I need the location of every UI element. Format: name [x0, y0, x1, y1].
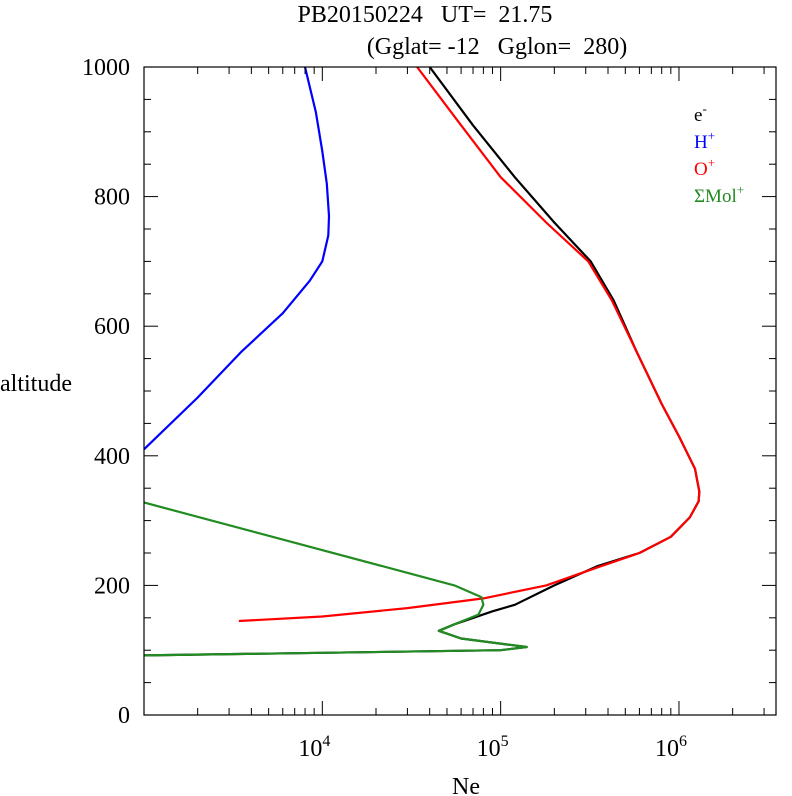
y-tick-label: 600 — [94, 314, 130, 340]
chart-title-line2: (Gglat= -12 Gglon= 280) — [367, 34, 627, 60]
y-tick-label: 0 — [118, 703, 130, 729]
y-tick-label: 1000 — [82, 55, 130, 81]
legend-item-2: O+ — [694, 155, 715, 180]
plot-frame — [143, 66, 777, 716]
x-tick-label: 105 — [477, 733, 509, 762]
y-tick-label: 400 — [94, 444, 130, 470]
legend: e-H+O+ΣMol+ — [694, 101, 744, 207]
y-tick-label: 800 — [94, 185, 130, 211]
series-line-1 — [144, 67, 331, 451]
series-layer — [144, 67, 701, 657]
series-line-3 — [144, 501, 528, 657]
series-line-2 — [238, 67, 701, 623]
legend-item-0: e- — [694, 101, 707, 126]
y-tick-labels: 0 200 400 600 800 1000 — [82, 55, 130, 729]
legend-item-3: ΣMol+ — [694, 182, 744, 207]
legend-item-1: H+ — [694, 128, 715, 153]
x-tick-label: 106 — [655, 733, 687, 762]
y-tick-label: 200 — [94, 573, 130, 599]
x-tick-label: 104 — [298, 733, 330, 762]
x-axis-label: Ne — [452, 774, 480, 796]
y-axis-label: altitude — [0, 371, 72, 397]
series-line-0 — [144, 67, 701, 657]
axis-ticks — [143, 66, 776, 716]
x-tick-labels: 104 105 106 — [298, 733, 687, 762]
chart-title-line1: PB20150224 UT= 21.75 — [298, 2, 553, 28]
